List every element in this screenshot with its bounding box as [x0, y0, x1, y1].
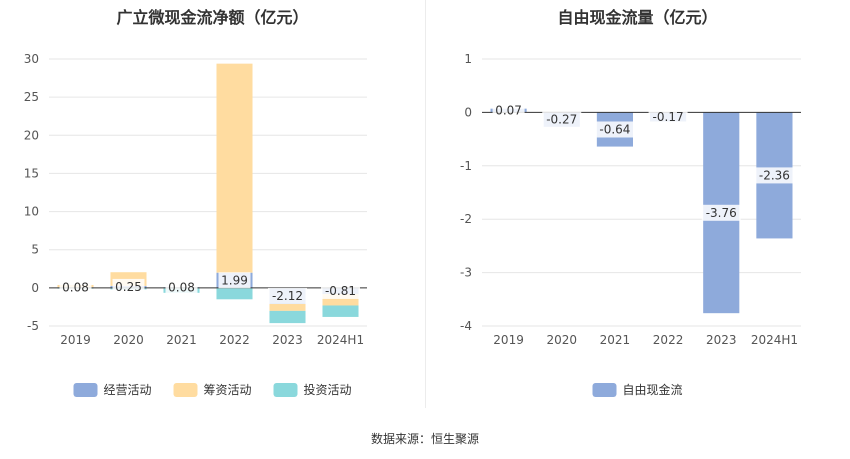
y-tick-label: 30: [24, 52, 39, 66]
x-tick-label: 2021: [600, 333, 631, 347]
data-label: -3.76: [706, 206, 737, 220]
y-tick-label: 15: [24, 166, 39, 180]
cash-flow-plot: -5 0 5 10 15 20 25 30 2019 2020 2021 2022 2023 2024H1…: [24, 52, 367, 397]
free-cash-flow-chart: 自由现金流量（亿元） -4 -3 -2 -1 0 1 2019 2020 2021 2022 202…: [425, 0, 850, 420]
y-tick-label: 1: [464, 52, 472, 66]
y-tick-label: 10: [24, 205, 39, 219]
bar: [216, 287, 253, 300]
data-label-bg: [321, 282, 360, 299]
data-label: 0.08: [62, 281, 89, 295]
y-tick-label: 5: [31, 243, 39, 257]
data-label: 0.08: [168, 281, 195, 295]
data-label-bg: [701, 204, 741, 221]
data-label: 1.99: [221, 273, 248, 287]
data-label: -0.27: [546, 113, 577, 127]
data-source: 数据来源：恒生聚源: [0, 430, 850, 447]
chart-title: 自由现金流量（亿元）: [557, 8, 718, 27]
chart-divider: [425, 0, 426, 408]
data-label: -2.12: [272, 289, 303, 303]
legend-label: 筹资活动: [204, 383, 252, 397]
bar: [269, 304, 306, 311]
legend-label: 自由现金流: [623, 382, 683, 397]
x-tick-label: 2022: [653, 333, 684, 347]
y-tick-label: 0: [31, 281, 39, 295]
data-label: -0.64: [599, 122, 630, 136]
y-tick-label: 20: [24, 128, 39, 142]
x-tick-label: 2023: [272, 333, 303, 347]
data-label: -0.17: [653, 110, 684, 124]
bar: [322, 294, 359, 306]
y-tick-label: -5: [27, 319, 39, 333]
data-label-bg: [268, 287, 307, 304]
x-tick-label: 2024H1: [317, 333, 364, 347]
x-tick-label: 2019: [493, 333, 524, 347]
bar: [269, 310, 306, 324]
data-label-bg: [648, 108, 688, 125]
data-label-bg: [542, 111, 582, 128]
data-label: -2.36: [759, 168, 790, 182]
y-tick-label: -4: [460, 319, 472, 333]
data-label-bg: [595, 121, 635, 138]
y-tick-label: 0: [464, 105, 472, 119]
x-tick-label: 2024H1: [751, 333, 798, 347]
x-tick-label: 2019: [60, 333, 91, 347]
free-cash-flow-plot: -4 -3 -2 -1 0 1 2019 2020 2021 2022 2023 2024H1 0.07…: [460, 52, 801, 397]
y-tick-label: -2: [460, 212, 472, 226]
data-source-label: 数据来源：: [370, 432, 431, 446]
legend-swatch: [73, 383, 98, 397]
data-label-bg: [59, 279, 92, 296]
data-label-bg: [218, 272, 251, 289]
legend-swatch: [592, 383, 617, 397]
x-tick-label: 2022: [219, 333, 250, 347]
chart-title: 广立微现金流净额（亿元）: [116, 8, 309, 27]
data-label: -0.81: [325, 284, 356, 298]
legend-label: 经营活动: [104, 383, 152, 397]
bar: [216, 63, 253, 273]
data-label-bg: [112, 278, 145, 295]
x-tick-label: 2023: [706, 333, 737, 347]
data-label-bg: [492, 102, 525, 119]
data-label: 0.25: [115, 280, 142, 294]
x-tick-label: 2020: [113, 333, 144, 347]
y-tick-label: 25: [24, 90, 39, 104]
data-source-value: 恒生聚源: [431, 432, 480, 446]
legend-swatch: [173, 383, 198, 397]
data-label-bg: [754, 167, 794, 184]
data-label: 0.07: [495, 104, 522, 118]
cash-flow-chart: 广立微现金流净额（亿元） -5 0 5 10 15 20 25 30 2019 2020 2021 2…: [0, 0, 425, 420]
x-tick-label: 2020: [546, 333, 577, 347]
legend-swatch: [273, 383, 298, 397]
y-tick-label: -1: [460, 159, 472, 173]
data-label-bg: [165, 279, 198, 296]
y-tick-label: -3: [460, 266, 472, 280]
legend-label: 投资活动: [304, 382, 352, 397]
x-tick-label: 2021: [166, 333, 197, 347]
bar: [322, 305, 359, 317]
